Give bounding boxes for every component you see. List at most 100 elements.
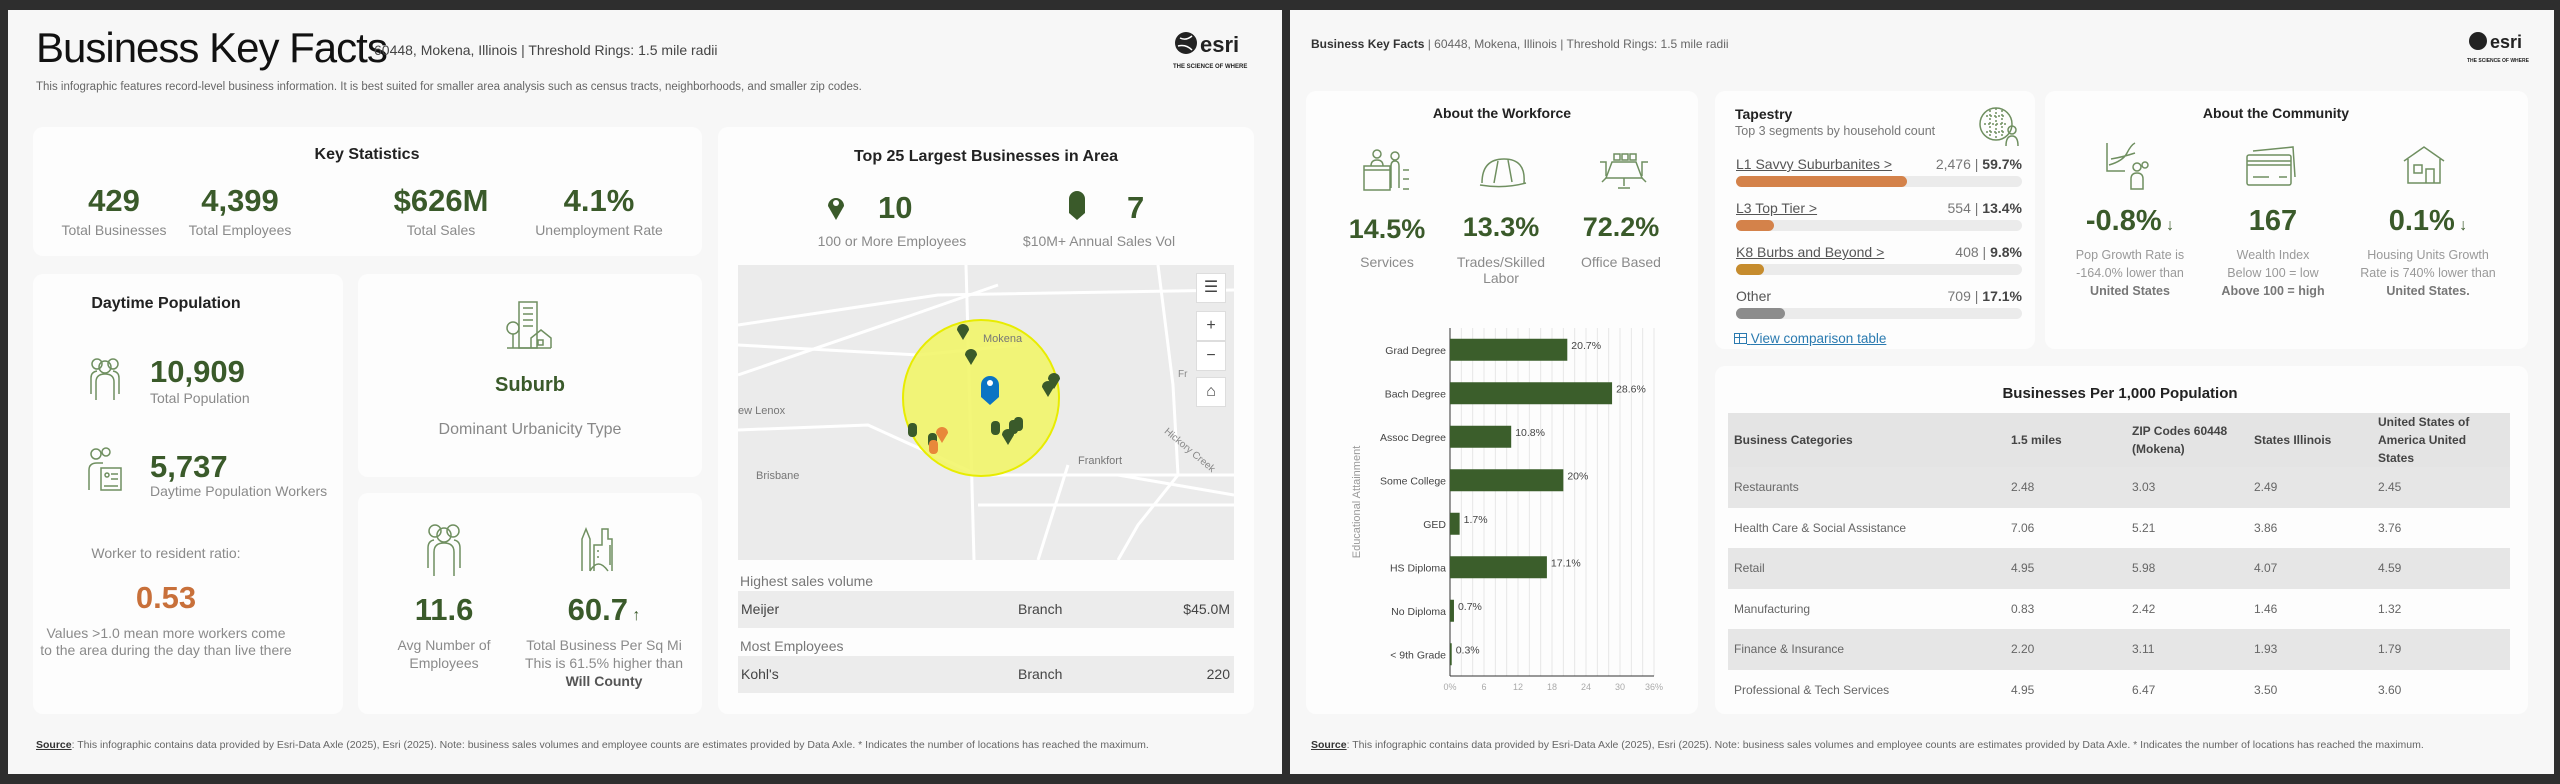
category-label: Bach Degree (1385, 388, 1446, 400)
business-sales: $45.0M (1183, 601, 1230, 617)
most-employees-row: Kohl's Branch 220 (738, 656, 1234, 693)
services-value: 14.5% (1348, 214, 1426, 244)
map-zoom-in-button[interactable]: + (1196, 311, 1226, 341)
total-businesses-label: Total Businesses (61, 222, 167, 238)
total-businesses-value: 429 (88, 183, 140, 218)
avg-employees-label-1: Avg Number of (397, 637, 491, 653)
community-stat-caption: Rate is 740% lower than (2360, 266, 2496, 280)
house-icon (2403, 146, 2445, 184)
urbanicity-value: Suburb (495, 374, 565, 396)
table-cell: 1.32 (2378, 601, 2402, 616)
business-map[interactable]: Mokena ew Lenox Brisbane Frankfort Hicko… (738, 265, 1234, 560)
table-cell: Retail (1728, 548, 2005, 589)
table-cell: 1.46 (2254, 601, 2278, 616)
map-label-new-lenox: ew Lenox (738, 405, 786, 417)
column-header[interactable]: 1.5 miles (2005, 413, 2126, 467)
category-label: No Diploma (1391, 606, 1446, 618)
bar (1450, 556, 1547, 579)
segment-count: 408 | (1955, 244, 1991, 260)
key-statistics-title: Key Statistics (314, 146, 420, 163)
community-value: 0.1% (2388, 205, 2455, 237)
esri-logo: esri THE SCIENCE OF WHERE (1172, 28, 1256, 72)
total-employees-value: 4,399 (201, 183, 279, 218)
page-description: This infographic features record-level b… (36, 81, 862, 93)
table-row: Retail 4.95 5.98 4.07 4.59 (1728, 548, 2510, 589)
x-tick-label: 12 (1513, 682, 1523, 692)
x-tick-label: 36% (1645, 682, 1663, 692)
segment-percent: 59.7% (1982, 156, 2022, 172)
community-stat-caption: United States. (2386, 284, 2470, 298)
key-statistics-card (33, 127, 702, 256)
table-cell: Manufacturing (1734, 601, 1811, 616)
column-header[interactable]: ZIP Codes 60448 (Mokena) (2126, 413, 2248, 467)
source-note: Source: This infographic contains data p… (1311, 739, 2424, 751)
avg-employees-value: 11.6 (414, 592, 474, 627)
trades-label: Trades/Skilled Labor (1456, 254, 1546, 286)
table-cell: Professional & Tech Services (1734, 682, 1890, 697)
tapestry-segment-name[interactable]: L1 Savvy Suburbanites > (1736, 156, 1893, 172)
daytime-population-title: Daytime Population (91, 295, 241, 312)
table-cell: 6.47 (2132, 682, 2156, 697)
office-value: 72.2% (1582, 212, 1660, 242)
community-stat-caption: Pop Growth Rate is (2075, 248, 2185, 262)
top-25-title: Top 25 Largest Businesses in Area (853, 148, 1119, 165)
most-employees-label: Most Employees (740, 638, 844, 654)
view-comparison-table-label: View comparison table (1750, 331, 1887, 346)
data-label: 0.3% (1456, 644, 1480, 656)
business-per-sqmi: 60.7 ↑ (568, 592, 641, 628)
businesses-table-title: Businesses Per 1,000 Population (2002, 385, 2238, 402)
highest-sales-label: Highest sales volume (740, 573, 874, 589)
table-cell: 2.48 (2005, 467, 2126, 508)
education-chart: Grad Degree 20.7% Bach Degree 28.6% Assoc De… (1340, 320, 1670, 705)
segment-count: 2,476 | (1935, 156, 1983, 172)
community-stat-value: 0.1% ↓ (2389, 205, 2468, 238)
ratio-note-line2: to the area during the day than live the… (40, 642, 292, 658)
daytime-population-card (33, 274, 343, 714)
table-cell: 3.86 (2254, 520, 2278, 535)
business-type: Branch (1018, 666, 1063, 682)
tapestry-title: Tapestry (1735, 106, 1793, 122)
total-sales-label: Total Sales (406, 222, 476, 238)
map-home-button[interactable]: ⌂ (1196, 377, 1226, 407)
population-growth-icon (2106, 142, 2149, 190)
business-per-sqmi-value: 60.7 (567, 592, 628, 627)
business-name: Kohl's (741, 666, 779, 682)
tapestry-segment-name[interactable]: L3 Top Tier > (1736, 200, 1818, 216)
daytime-workers-value: 5,737 (150, 449, 228, 484)
ratio-note-line1: Values >1.0 mean more workers come (46, 625, 286, 641)
tapestry-segment-fill (1736, 308, 1785, 319)
column-header[interactable]: States Illinois (2248, 413, 2372, 467)
map-zoom-out-button[interactable]: − (1196, 341, 1226, 371)
source-note: Source: This infographic contains data p… (36, 739, 1149, 751)
map-legend-button[interactable]: ☰ (1196, 273, 1226, 303)
community-value: -0.8% (2085, 205, 2162, 237)
total-employees-label: Total Employees (188, 222, 292, 238)
table-cell: Finance & Insurance (1728, 629, 2005, 670)
business-per-sqmi-label-2: This is 61.5% higher than (525, 655, 683, 671)
table-cell: 5.98 (2126, 548, 2248, 589)
high-sales-count: 7 (1127, 190, 1145, 225)
services-desk-icon (1363, 149, 1409, 191)
esri-logo: esri THE SCIENCE OF WHERE (2466, 28, 2550, 72)
data-label: 1.7% (1464, 514, 1488, 526)
arrow-down-icon: ↓ (2454, 217, 2468, 234)
tapestry-segment-name[interactable]: K8 Burbs and Beyond > (1736, 244, 1885, 260)
table-cell: 3.60 (2378, 682, 2402, 697)
bar (1450, 599, 1454, 622)
column-header[interactable]: Business Categories (1728, 413, 2005, 467)
tapestry-segment-fill (1736, 220, 1775, 231)
column-header[interactable]: United States of America United States (2372, 413, 2510, 467)
source-text: : This infographic contains data provide… (71, 739, 1149, 751)
bar (1450, 643, 1452, 666)
tapestry-subtitle: Top 3 segments by household count (1735, 124, 1936, 138)
community-stat-caption: Wealth Index (2236, 248, 2310, 262)
map-label-frankfort-square: Fr (1178, 369, 1188, 380)
community-value: 167 (2248, 205, 2298, 237)
total-population-value: 10,909 (150, 354, 245, 389)
table-header-row: Business Categories 1.5 miles ZIP Codes 60… (1728, 413, 2510, 467)
map-basemap (738, 265, 1234, 560)
view-comparison-table-link[interactable]: View comparison table (1734, 331, 1886, 346)
y-axis-title: Educational Attainment (1351, 446, 1363, 559)
tapestry-segment-fill (1736, 264, 1765, 275)
community-stat-value: -0.8% ↓ (2086, 205, 2174, 238)
